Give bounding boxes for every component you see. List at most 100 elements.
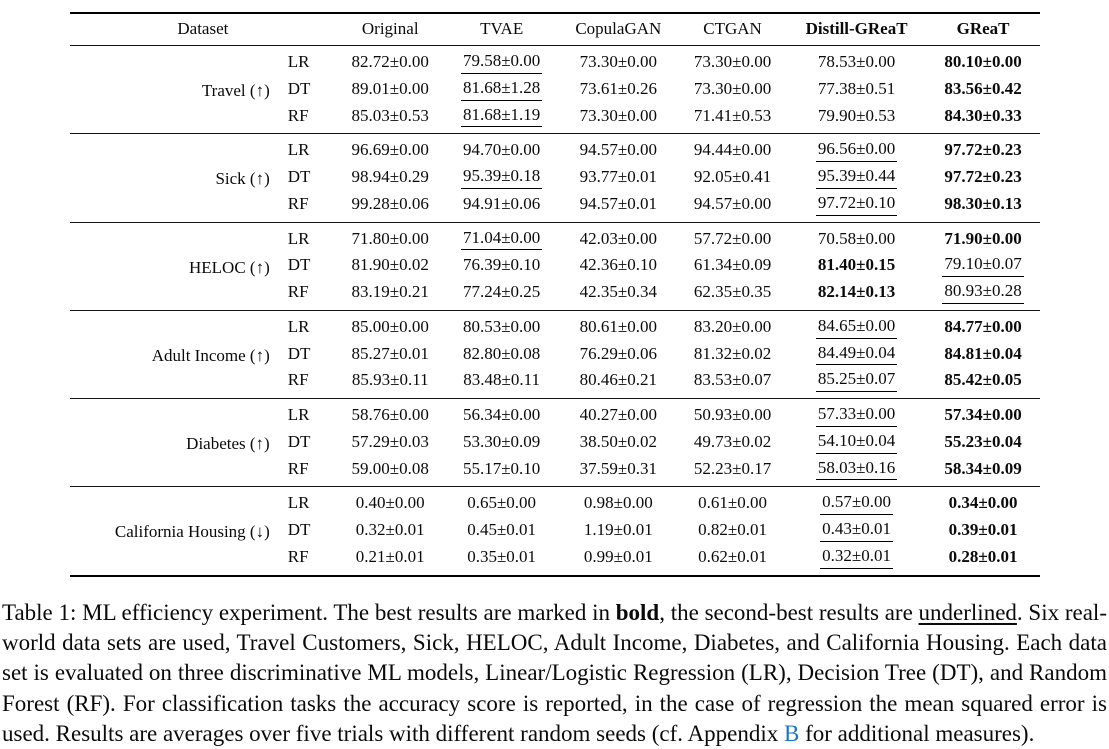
value-cell: 0.99±0.01: [559, 543, 678, 575]
column-header-distill-great: Distill-GReaT: [787, 13, 926, 46]
value-cell: 92.05±0.41: [678, 164, 787, 191]
best-value: 84.77±0.00: [944, 317, 1021, 336]
column-header-dataset: Dataset: [70, 13, 336, 46]
best-value: 97.72±0.23: [944, 140, 1021, 159]
second-best-value: 96.56±0.00: [816, 138, 897, 162]
value-cell: 0.35±0.01: [445, 543, 559, 575]
value-text: 73.30±0.00: [694, 79, 771, 98]
value-text: 0.65±0.00: [467, 493, 536, 512]
appendix-link[interactable]: B: [784, 721, 799, 746]
model-label: DT: [286, 517, 336, 544]
column-header-tvae: TVAE: [445, 13, 559, 46]
value-text: 93.77±0.01: [580, 167, 657, 186]
value-cell: 54.10±0.04: [787, 428, 926, 455]
value-text: 42.03±0.00: [580, 229, 657, 248]
value-text: 58.76±0.00: [352, 405, 429, 424]
value-text: 61.34±0.09: [694, 255, 771, 274]
value-text: 80.46±0.21: [580, 370, 657, 389]
value-text: 42.35±0.34: [580, 282, 657, 301]
value-text: 85.00±0.00: [352, 317, 429, 336]
model-label: LR: [286, 134, 336, 164]
best-value: 71.90±0.00: [944, 229, 1021, 248]
value-cell: 61.34±0.09: [678, 252, 787, 279]
value-cell: 73.30±0.00: [678, 75, 787, 102]
caption-text: bold: [616, 600, 659, 625]
best-value: 84.30±0.33: [944, 106, 1021, 125]
caption-text: , the second-best results are: [659, 600, 918, 625]
value-cell: 98.30±0.13: [926, 190, 1040, 222]
value-cell: 79.90±0.53: [787, 102, 926, 134]
value-text: 94.44±0.00: [694, 140, 771, 159]
value-cell: 71.04±0.00: [445, 222, 559, 252]
value-cell: 0.32±0.01: [787, 543, 926, 575]
value-cell: 57.72±0.00: [678, 222, 787, 252]
second-best-value: 84.65±0.00: [816, 315, 897, 339]
value-cell: 82.72±0.00: [336, 46, 445, 76]
value-cell: 81.68±1.19: [445, 102, 559, 134]
value-text: 73.30±0.00: [694, 52, 771, 71]
value-cell: 57.29±0.03: [336, 428, 445, 455]
value-text: 96.69±0.00: [352, 140, 429, 159]
value-cell: 94.57±0.01: [559, 190, 678, 222]
value-text: 76.29±0.06: [580, 344, 657, 363]
value-text: 53.30±0.09: [463, 432, 540, 451]
value-text: 56.34±0.00: [463, 405, 540, 424]
value-cell: 85.25±0.07: [787, 367, 926, 399]
model-label: LR: [286, 487, 336, 517]
value-cell: 0.62±0.01: [678, 543, 787, 575]
model-label: RF: [286, 367, 336, 399]
value-cell: 82.14±0.13: [787, 279, 926, 311]
second-best-value: 54.10±0.04: [816, 430, 897, 454]
value-cell: 62.35±0.35: [678, 279, 787, 311]
model-label: LR: [286, 310, 336, 340]
value-cell: 84.49±0.04: [787, 340, 926, 367]
value-cell: 71.80±0.00: [336, 222, 445, 252]
value-cell: 71.90±0.00: [926, 222, 1040, 252]
value-cell: 94.57±0.00: [678, 190, 787, 222]
value-cell: 0.34±0.00: [926, 487, 1040, 517]
value-text: 0.99±0.01: [584, 547, 653, 566]
model-label: RF: [286, 455, 336, 487]
value-cell: 58.03±0.16: [787, 455, 926, 487]
value-text: 0.45±0.01: [467, 520, 536, 539]
value-cell: 59.00±0.08: [336, 455, 445, 487]
value-cell: 56.34±0.00: [445, 399, 559, 429]
value-cell: 85.42±0.05: [926, 367, 1040, 399]
value-cell: 81.68±1.28: [445, 75, 559, 102]
value-text: 89.01±0.00: [352, 79, 429, 98]
value-text: 0.35±0.01: [467, 547, 536, 566]
value-cell: 84.81±0.04: [926, 340, 1040, 367]
value-cell: 89.01±0.00: [336, 75, 445, 102]
best-value: 81.40±0.15: [818, 255, 895, 274]
value-text: 62.35±0.35: [694, 282, 771, 301]
value-cell: 83.20±0.00: [678, 310, 787, 340]
best-value: 83.56±0.42: [944, 79, 1021, 98]
value-cell: 97.72±0.23: [926, 134, 1040, 164]
value-text: 83.19±0.21: [352, 282, 429, 301]
value-cell: 73.30±0.00: [678, 46, 787, 76]
value-cell: 97.72±0.23: [926, 164, 1040, 191]
value-cell: 0.28±0.01: [926, 543, 1040, 575]
value-cell: 73.61±0.26: [559, 75, 678, 102]
value-text: 1.19±0.01: [584, 520, 653, 539]
best-value: 80.10±0.00: [944, 52, 1021, 71]
value-cell: 70.58±0.00: [787, 222, 926, 252]
value-text: 76.39±0.10: [463, 255, 540, 274]
value-text: 50.93±0.00: [694, 405, 771, 424]
best-value: 97.72±0.23: [944, 167, 1021, 186]
value-cell: 80.46±0.21: [559, 367, 678, 399]
value-cell: 81.40±0.15: [787, 252, 926, 279]
second-best-value: 0.43±0.01: [820, 518, 893, 542]
value-text: 79.90±0.53: [818, 106, 895, 125]
model-label: LR: [286, 399, 336, 429]
value-cell: 94.91±0.06: [445, 190, 559, 222]
value-cell: 37.59±0.31: [559, 455, 678, 487]
value-cell: 84.77±0.00: [926, 310, 1040, 340]
value-text: 0.82±0.01: [698, 520, 767, 539]
